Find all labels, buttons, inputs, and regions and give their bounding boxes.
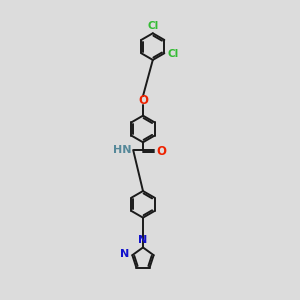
Text: HN: HN xyxy=(112,145,131,154)
Text: N: N xyxy=(120,250,129,260)
Text: Cl: Cl xyxy=(168,49,179,59)
Text: O: O xyxy=(156,145,166,158)
Text: Cl: Cl xyxy=(147,21,158,31)
Text: O: O xyxy=(138,94,148,107)
Text: N: N xyxy=(138,235,147,245)
